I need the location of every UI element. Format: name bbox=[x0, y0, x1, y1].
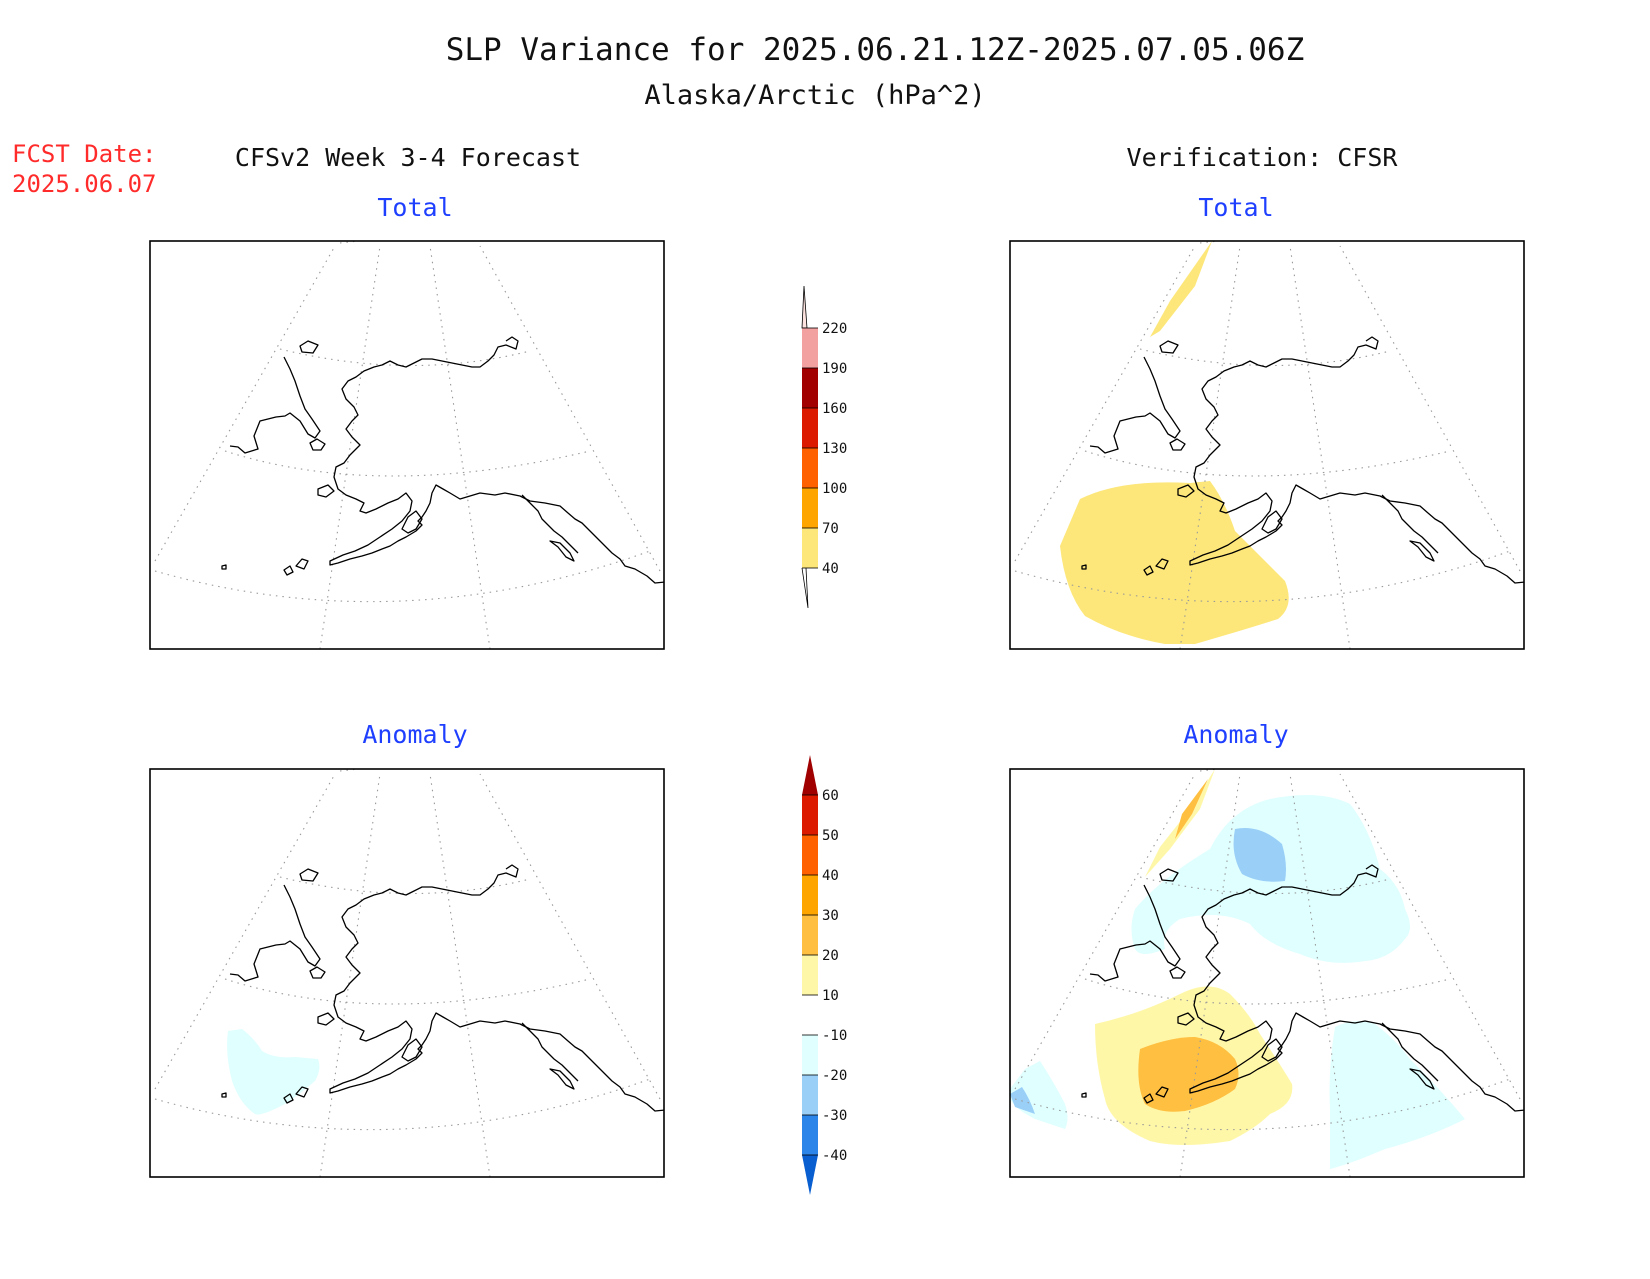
shade-neg20-neg10 bbox=[1329, 1021, 1465, 1169]
shade-neg20-neg10 bbox=[227, 1029, 320, 1115]
shade-20-30 bbox=[1175, 779, 1208, 839]
map-forecast-anomaly bbox=[149, 768, 665, 1178]
map-verification-total bbox=[1009, 240, 1525, 650]
main-subtitle: Alaska/Arctic (hPa^2) bbox=[644, 80, 985, 111]
colorbar-anomaly-tick: 50 bbox=[822, 828, 839, 844]
panel-title-top-right: Total bbox=[1198, 193, 1273, 222]
shade-neg20-neg10 bbox=[1010, 1061, 1068, 1129]
shade-40-70 bbox=[1060, 481, 1289, 644]
map-forecast-total bbox=[149, 240, 665, 650]
colorbar-anomaly-tick: 20 bbox=[822, 948, 839, 964]
panel-title-bottom-right: Anomaly bbox=[1183, 720, 1288, 749]
colorbar-anomaly-tick: -40 bbox=[822, 1148, 847, 1164]
shade-20-30 bbox=[1138, 1037, 1239, 1112]
panel-title-top-left: Total bbox=[377, 193, 452, 222]
colorbar-anomaly-tick: -20 bbox=[822, 1068, 847, 1084]
fcst-label: FCST Date: bbox=[12, 140, 157, 168]
colorbar-total-tick: 220 bbox=[822, 321, 847, 337]
map-verification-anomaly bbox=[1009, 768, 1525, 1178]
main-title: SLP Variance for 2025.06.21.12Z-2025.07.… bbox=[446, 32, 1305, 68]
colorbar-total: 220 190 160 130 100 70 40 bbox=[801, 285, 847, 609]
shade-40-70 bbox=[1150, 241, 1212, 337]
column-title-right: Verification: CFSR bbox=[1127, 143, 1399, 172]
colorbar-anomaly-tick: -30 bbox=[822, 1108, 847, 1124]
colorbar-anomaly-tick: 40 bbox=[822, 868, 839, 884]
colorbar-anomaly-tick: 10 bbox=[822, 988, 839, 1004]
colorbar-total-tick: 130 bbox=[822, 441, 847, 457]
colorbar-anomaly-tick: 30 bbox=[822, 908, 839, 924]
colorbar-anomaly-tick: 60 bbox=[822, 788, 839, 804]
shade-neg30-neg20 bbox=[1010, 1087, 1035, 1114]
colorbar-anomaly: 60 50 40 30 20 10 -10 -20 -30 -40 bbox=[802, 755, 847, 1195]
colorbar-total-tick: 40 bbox=[822, 561, 839, 577]
column-title-left: CFSv2 Week 3-4 Forecast bbox=[235, 143, 581, 172]
fcst-date: 2025.06.07 bbox=[12, 170, 157, 198]
shade-neg30-neg20 bbox=[1233, 828, 1286, 882]
colorbar-total-tick: 70 bbox=[822, 521, 839, 537]
colorbar-total-tick: 100 bbox=[822, 481, 847, 497]
colorbar-anomaly-tick: -10 bbox=[822, 1028, 847, 1044]
colorbar-total-tick: 160 bbox=[822, 401, 847, 417]
colorbar-total-tick: 190 bbox=[822, 361, 847, 377]
panel-title-bottom-left: Anomaly bbox=[362, 720, 467, 749]
